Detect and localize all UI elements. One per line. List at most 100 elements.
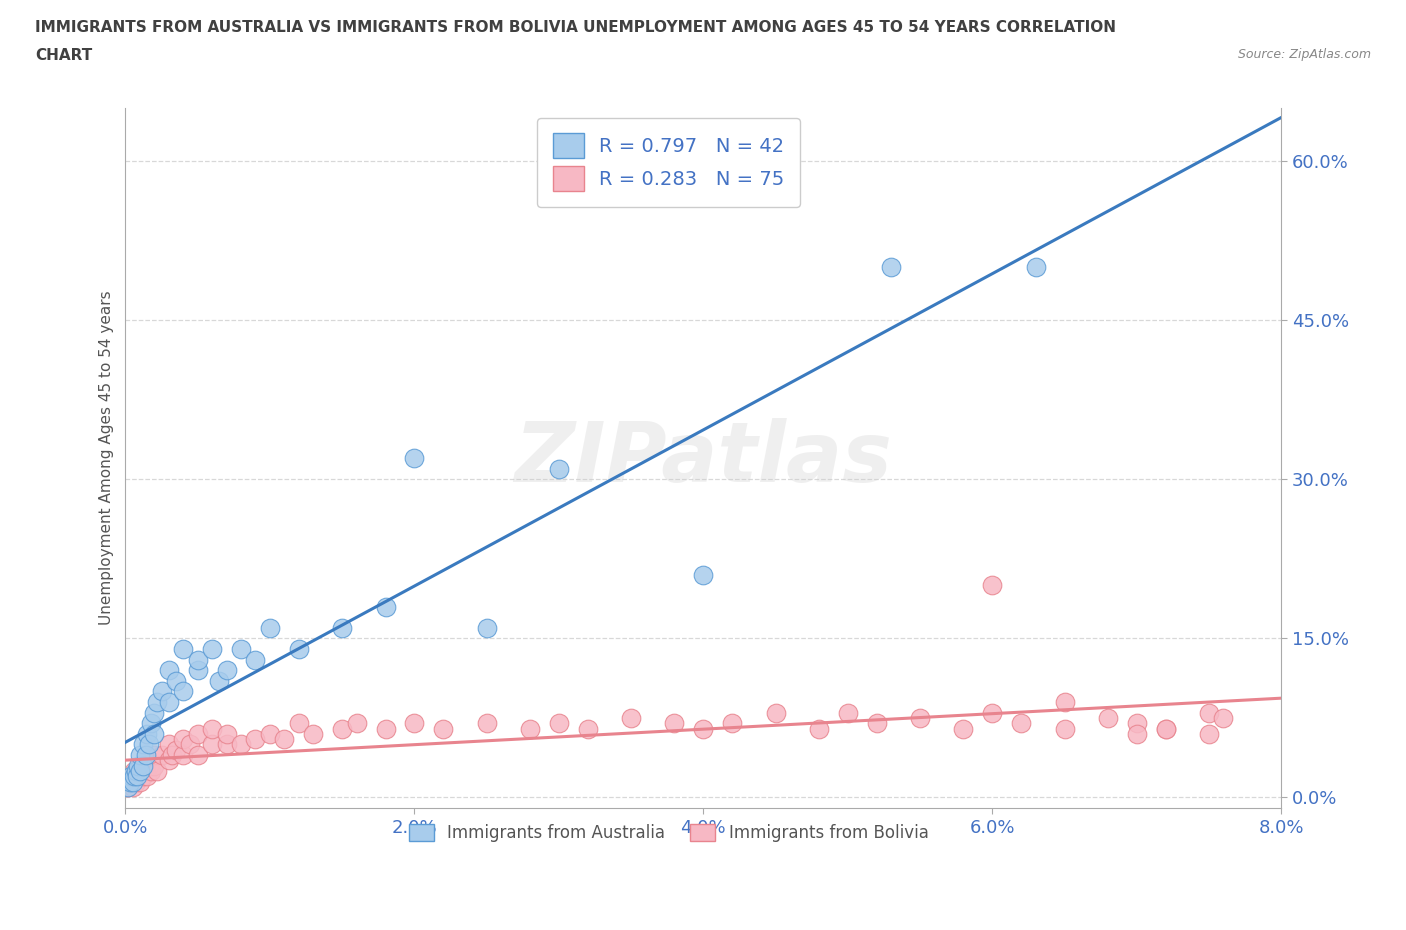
Point bbox=[330, 620, 353, 635]
Point bbox=[1212, 711, 1234, 725]
Point bbox=[115, 779, 138, 794]
Point bbox=[157, 737, 180, 751]
Point bbox=[215, 726, 238, 741]
Point bbox=[118, 774, 141, 789]
Point bbox=[143, 705, 166, 720]
Point bbox=[143, 758, 166, 773]
Point bbox=[259, 620, 281, 635]
Point bbox=[129, 758, 152, 773]
Point bbox=[125, 764, 148, 778]
Point bbox=[1025, 259, 1047, 274]
Point bbox=[146, 695, 169, 710]
Point bbox=[201, 642, 224, 657]
Point bbox=[141, 764, 163, 778]
Point bbox=[692, 721, 714, 736]
Point bbox=[172, 732, 194, 747]
Point bbox=[172, 748, 194, 763]
Point bbox=[125, 769, 148, 784]
Point bbox=[179, 737, 201, 751]
Point bbox=[124, 769, 146, 784]
Point bbox=[129, 764, 152, 778]
Point bbox=[229, 737, 252, 751]
Point bbox=[121, 769, 143, 784]
Point bbox=[259, 726, 281, 741]
Point bbox=[692, 567, 714, 582]
Point bbox=[866, 716, 889, 731]
Point bbox=[404, 451, 426, 466]
Point bbox=[138, 758, 160, 773]
Point bbox=[172, 642, 194, 657]
Point bbox=[143, 726, 166, 741]
Point bbox=[136, 769, 159, 784]
Point bbox=[157, 695, 180, 710]
Point bbox=[157, 753, 180, 768]
Point bbox=[981, 705, 1004, 720]
Point bbox=[135, 758, 157, 773]
Point bbox=[302, 726, 325, 741]
Point bbox=[374, 599, 396, 614]
Point bbox=[1053, 721, 1076, 736]
Point bbox=[288, 716, 311, 731]
Point bbox=[765, 705, 787, 720]
Point bbox=[120, 769, 142, 784]
Text: ZIPatlas: ZIPatlas bbox=[515, 418, 893, 498]
Point bbox=[117, 779, 139, 794]
Text: IMMIGRANTS FROM AUSTRALIA VS IMMIGRANTS FROM BOLIVIA UNEMPLOYMENT AMONG AGES 45 : IMMIGRANTS FROM AUSTRALIA VS IMMIGRANTS … bbox=[35, 20, 1116, 35]
Point bbox=[143, 748, 166, 763]
Point bbox=[124, 764, 146, 778]
Point bbox=[129, 748, 152, 763]
Point bbox=[160, 748, 183, 763]
Point bbox=[620, 711, 643, 725]
Point bbox=[721, 716, 744, 731]
Point bbox=[135, 748, 157, 763]
Point bbox=[1010, 716, 1032, 731]
Point bbox=[121, 774, 143, 789]
Point bbox=[1198, 705, 1220, 720]
Point bbox=[1053, 695, 1076, 710]
Point bbox=[548, 716, 571, 731]
Point bbox=[952, 721, 974, 736]
Point bbox=[981, 578, 1004, 592]
Point bbox=[1154, 721, 1177, 736]
Point bbox=[880, 259, 903, 274]
Point bbox=[127, 758, 149, 773]
Point bbox=[141, 716, 163, 731]
Point bbox=[1198, 726, 1220, 741]
Point bbox=[1097, 711, 1119, 725]
Point bbox=[908, 711, 931, 725]
Point bbox=[288, 642, 311, 657]
Point bbox=[1126, 726, 1149, 741]
Point bbox=[134, 764, 156, 778]
Point bbox=[229, 642, 252, 657]
Point bbox=[201, 737, 224, 751]
Point bbox=[273, 732, 295, 747]
Point bbox=[374, 721, 396, 736]
Point bbox=[165, 673, 187, 688]
Point bbox=[122, 764, 145, 778]
Point bbox=[432, 721, 454, 736]
Point bbox=[208, 673, 231, 688]
Point bbox=[215, 663, 238, 678]
Point bbox=[346, 716, 368, 731]
Text: CHART: CHART bbox=[35, 48, 93, 63]
Point bbox=[404, 716, 426, 731]
Point bbox=[122, 769, 145, 784]
Point bbox=[129, 764, 152, 778]
Point bbox=[146, 764, 169, 778]
Point bbox=[132, 769, 155, 784]
Point bbox=[1126, 716, 1149, 731]
Point bbox=[118, 774, 141, 789]
Point bbox=[132, 737, 155, 751]
Point bbox=[165, 742, 187, 757]
Point bbox=[136, 726, 159, 741]
Point bbox=[1154, 721, 1177, 736]
Point bbox=[172, 684, 194, 698]
Point bbox=[215, 737, 238, 751]
Point bbox=[475, 620, 498, 635]
Point bbox=[807, 721, 830, 736]
Point bbox=[132, 758, 155, 773]
Point bbox=[124, 774, 146, 789]
Point bbox=[245, 652, 267, 667]
Text: Source: ZipAtlas.com: Source: ZipAtlas.com bbox=[1237, 48, 1371, 61]
Point bbox=[187, 652, 209, 667]
